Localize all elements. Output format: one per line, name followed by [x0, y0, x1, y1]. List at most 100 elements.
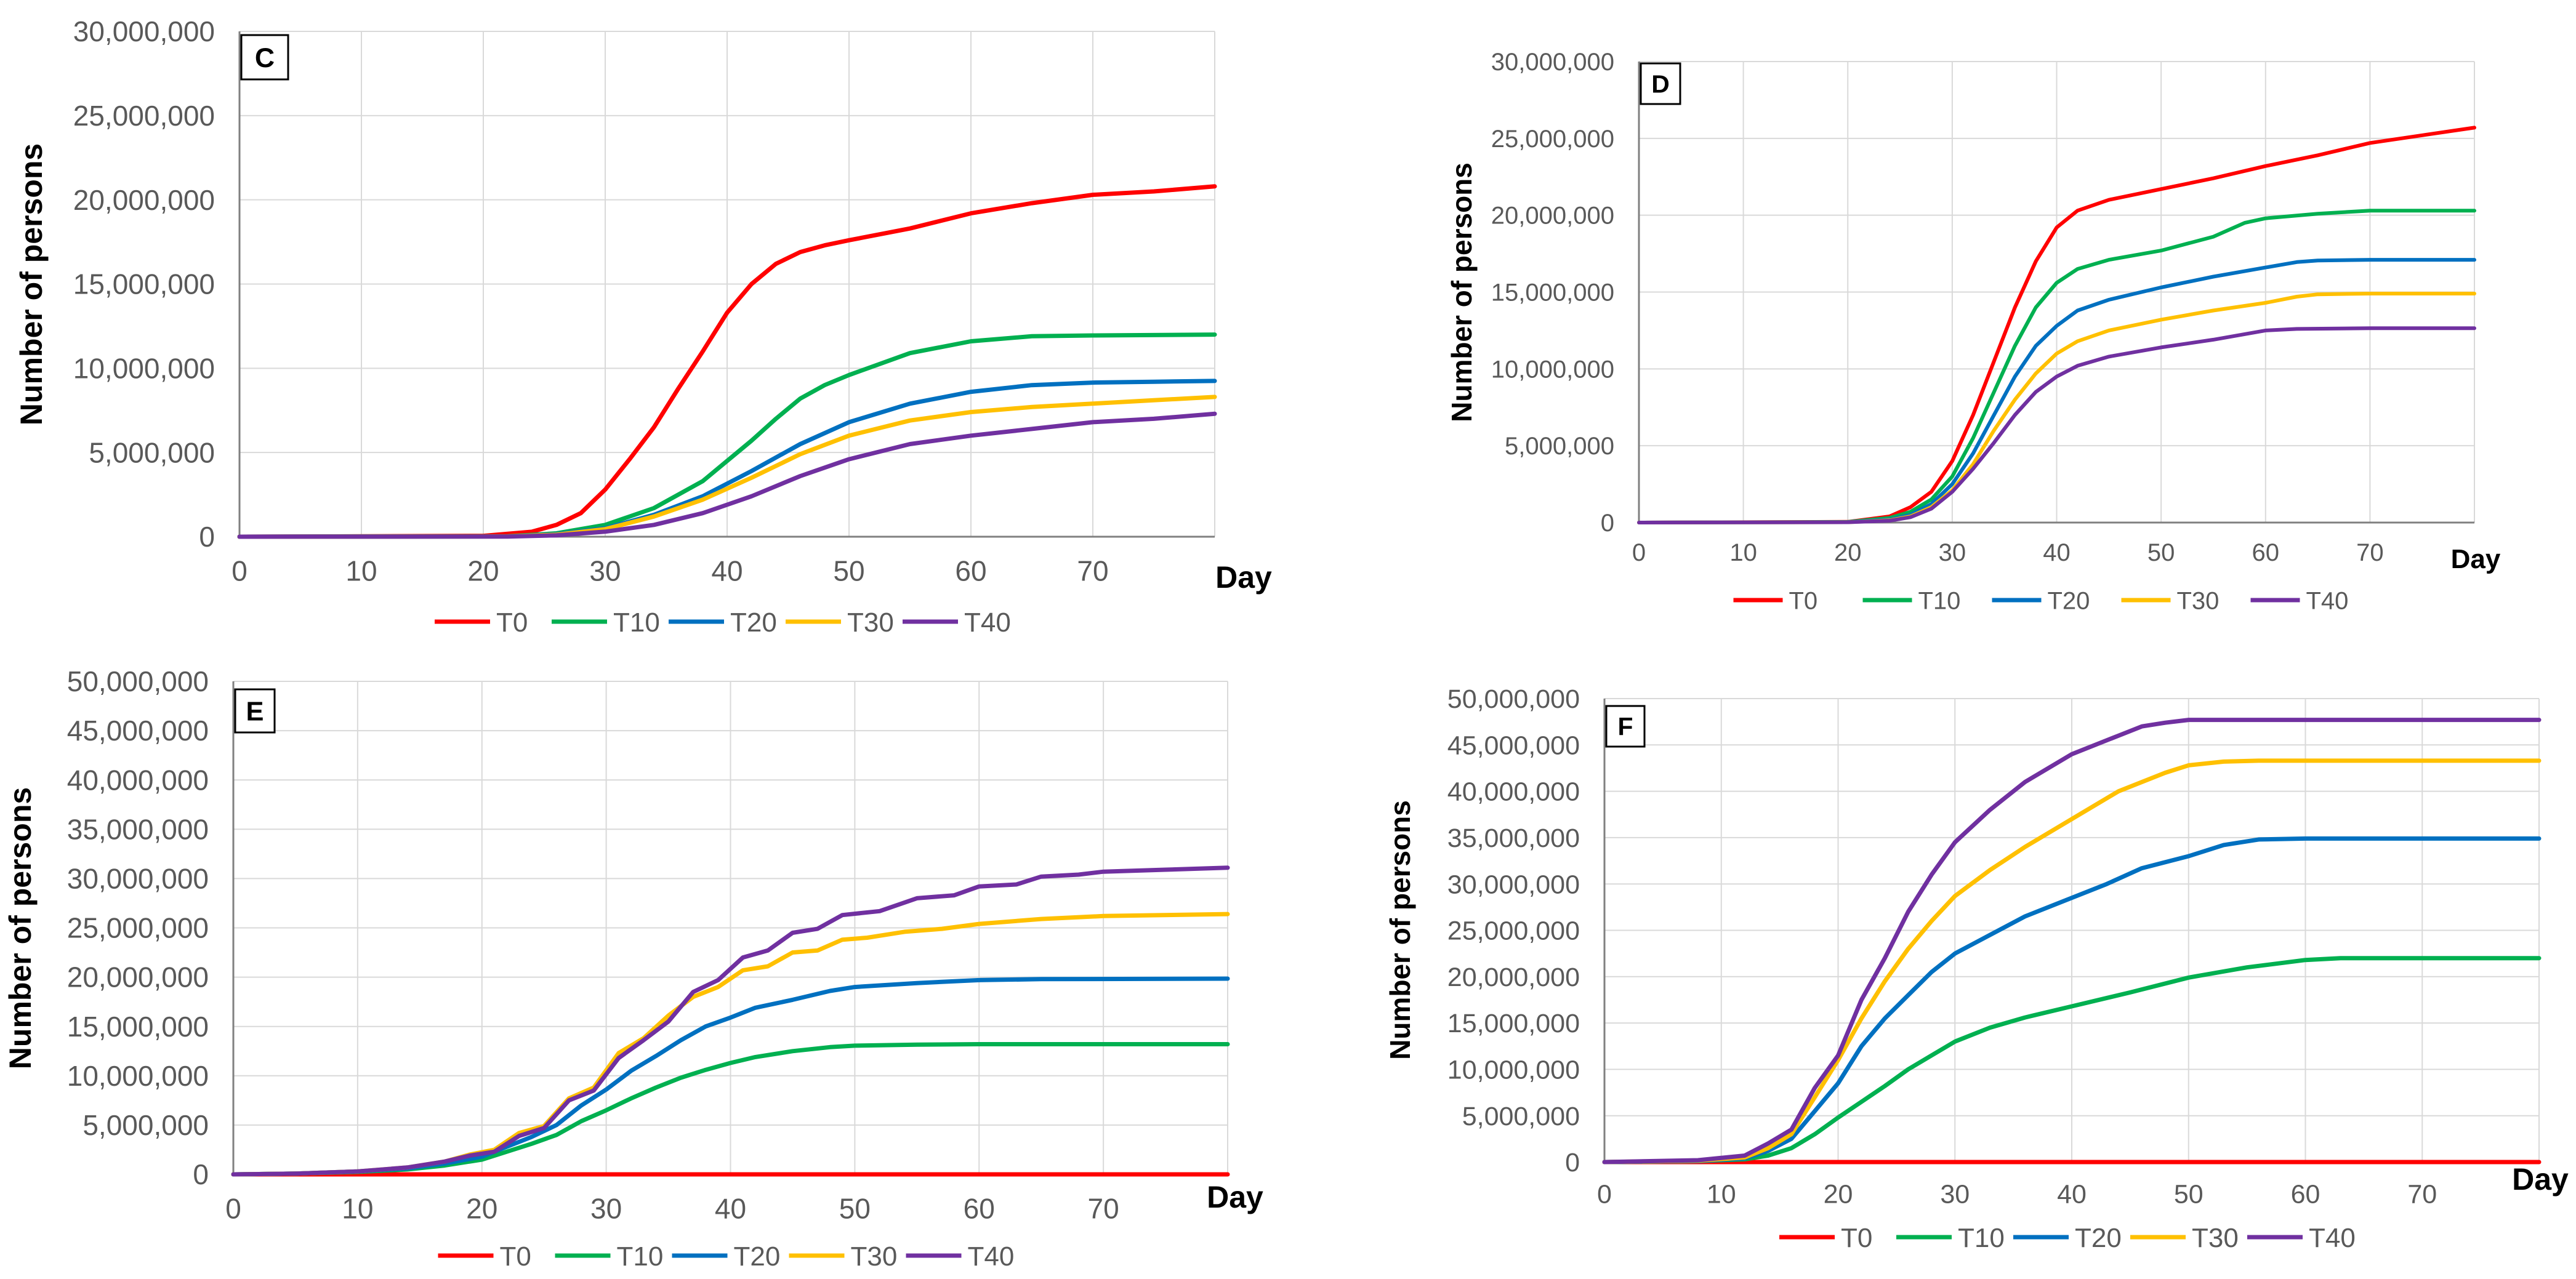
- panel-c: 0 5,000,000 10,000,000 15,000,000 20,000,000…: [14, 15, 1272, 638]
- x-tick-label: 30: [589, 555, 621, 587]
- legend: T0 T10 T20 T30 T40: [435, 607, 1011, 638]
- y-tick-label: 5,000,000: [89, 436, 215, 468]
- y-tick-label: 0: [1601, 510, 1614, 537]
- x-tick-label: 30: [1939, 539, 1966, 566]
- legend-label: T0: [1789, 587, 1818, 614]
- series-line-t10: [1602, 956, 2542, 1165]
- panel-label-box: [240, 34, 289, 81]
- panel-label-box: [1640, 62, 1681, 105]
- legend-label: T30: [851, 1241, 898, 1272]
- series-line-t40: [1602, 718, 2542, 1165]
- legend-label: T0: [496, 607, 528, 638]
- y-tick-label: 30,000,000: [1447, 870, 1580, 899]
- panel-label: E: [246, 697, 264, 726]
- legend-label: T40: [968, 1241, 1015, 1272]
- x-tick-label: 20: [1834, 539, 1862, 566]
- series-line-t40: [1637, 326, 2476, 524]
- y-tick-label: 15,000,000: [67, 1011, 209, 1043]
- panel-f: 0 5,000,000 10,000,000 15,000,000 20,000,000…: [1384, 684, 2569, 1253]
- series-line-t40: [237, 411, 1217, 539]
- x-tick-label: 50: [833, 555, 864, 587]
- legend: T0 T10 T20 T30 T40: [1779, 1223, 2356, 1253]
- y-tick-label: 20,000,000: [73, 184, 215, 216]
- x-tick-label: 60: [964, 1192, 995, 1224]
- x-tick-label: 30: [590, 1192, 622, 1224]
- panel-e: 0 5,000,000 10,000,000 15,000,000 20,000,000…: [3, 665, 1263, 1272]
- panel-label-box: [234, 688, 276, 734]
- x-tick-label: 70: [1088, 1192, 1119, 1224]
- legend-label: T30: [847, 607, 894, 638]
- y-tick-label: 20,000,000: [67, 961, 209, 993]
- panel-label: D: [1651, 70, 1670, 98]
- series-line-t10: [1637, 209, 2476, 524]
- x-tick-label: 0: [1597, 1180, 1612, 1209]
- x-tick-label: 20: [466, 1192, 497, 1224]
- legend-label: T40: [2309, 1223, 2356, 1253]
- legend-label: T10: [617, 1241, 664, 1272]
- x-tick-label: 0: [231, 555, 248, 587]
- series-line-t40: [231, 865, 1230, 1177]
- x-tick-label: 10: [342, 1192, 373, 1224]
- legend-label: T30: [2192, 1223, 2239, 1253]
- x-tick-label: 0: [1632, 539, 1646, 566]
- y-tick-label: 15,000,000: [73, 268, 215, 300]
- x-tick-label: 70: [2356, 539, 2384, 566]
- y-tick-label: 20,000,000: [1447, 963, 1580, 992]
- legend-label: T10: [1918, 587, 1961, 614]
- panel-label: C: [255, 43, 275, 73]
- x-tick-label: 20: [467, 555, 499, 587]
- x-tick-label: 50: [2174, 1180, 2204, 1209]
- x-axis-label: Day: [1207, 1180, 1263, 1214]
- x-tick-label: 60: [2252, 539, 2280, 566]
- y-tick-label: 15,000,000: [1491, 279, 1614, 307]
- legend-label: T40: [964, 607, 1011, 638]
- y-tick-label: 10,000,000: [73, 352, 215, 384]
- panel-d: 0 5,000,000 10,000,000 15,000,000 20,000,000…: [1446, 49, 2501, 614]
- y-tick-label: 10,000,000: [67, 1060, 209, 1092]
- legend-label: T20: [734, 1241, 781, 1272]
- x-tick-label: 30: [1940, 1180, 1970, 1209]
- x-tick-label: 10: [1729, 539, 1757, 566]
- y-axis-label: Number of persons: [14, 143, 49, 425]
- y-tick-label: 0: [1565, 1148, 1580, 1177]
- y-tick-label: 50,000,000: [1447, 684, 1580, 714]
- legend: T0 T10 T20 T30 T40: [1733, 587, 2349, 614]
- x-tick-label: 10: [345, 555, 377, 587]
- x-tick-label: 40: [715, 1192, 746, 1224]
- y-axis-label: Number of persons: [1384, 800, 1416, 1060]
- y-tick-label: 0: [199, 521, 215, 553]
- series-line-t20: [1602, 836, 2542, 1165]
- y-tick-label: 50,000,000: [67, 665, 209, 697]
- y-tick-label: 40,000,000: [1447, 777, 1580, 807]
- y-tick-label: 35,000,000: [67, 813, 209, 845]
- y-tick-label: 5,000,000: [1505, 433, 1614, 460]
- x-axis-label: Day: [2451, 544, 2501, 574]
- y-tick-label: 25,000,000: [1491, 126, 1614, 153]
- y-tick-label: 30,000,000: [67, 863, 209, 895]
- legend: T0 T10 T20 T30 T40: [438, 1241, 1015, 1272]
- legend-label: T40: [2306, 587, 2349, 614]
- legend-label: T20: [2048, 587, 2090, 614]
- x-tick-label: 40: [2057, 1180, 2087, 1209]
- series-line-t30: [1602, 758, 2542, 1165]
- x-tick-label: 40: [711, 555, 743, 587]
- x-tick-label: 0: [225, 1192, 241, 1224]
- x-tick-label: 60: [2291, 1180, 2320, 1209]
- legend-label: T10: [613, 607, 660, 638]
- y-tick-label: 20,000,000: [1491, 202, 1614, 230]
- y-tick-label: 0: [193, 1158, 209, 1190]
- panel-label-box: [1605, 705, 1646, 748]
- y-tick-label: 10,000,000: [1447, 1055, 1580, 1085]
- legend-label: T30: [2177, 587, 2220, 614]
- y-tick-label: 10,000,000: [1491, 356, 1614, 383]
- x-tick-label: 40: [2043, 539, 2071, 566]
- y-tick-label: 30,000,000: [73, 15, 215, 47]
- legend-label: T20: [2075, 1223, 2122, 1253]
- y-tick-label: 25,000,000: [1447, 916, 1580, 946]
- x-tick-label: 10: [1707, 1180, 1736, 1209]
- y-tick-label: 15,000,000: [1447, 1009, 1580, 1038]
- series-line-t0: [237, 184, 1217, 539]
- y-tick-label: 35,000,000: [1447, 824, 1580, 853]
- panel-label: F: [1618, 713, 1633, 741]
